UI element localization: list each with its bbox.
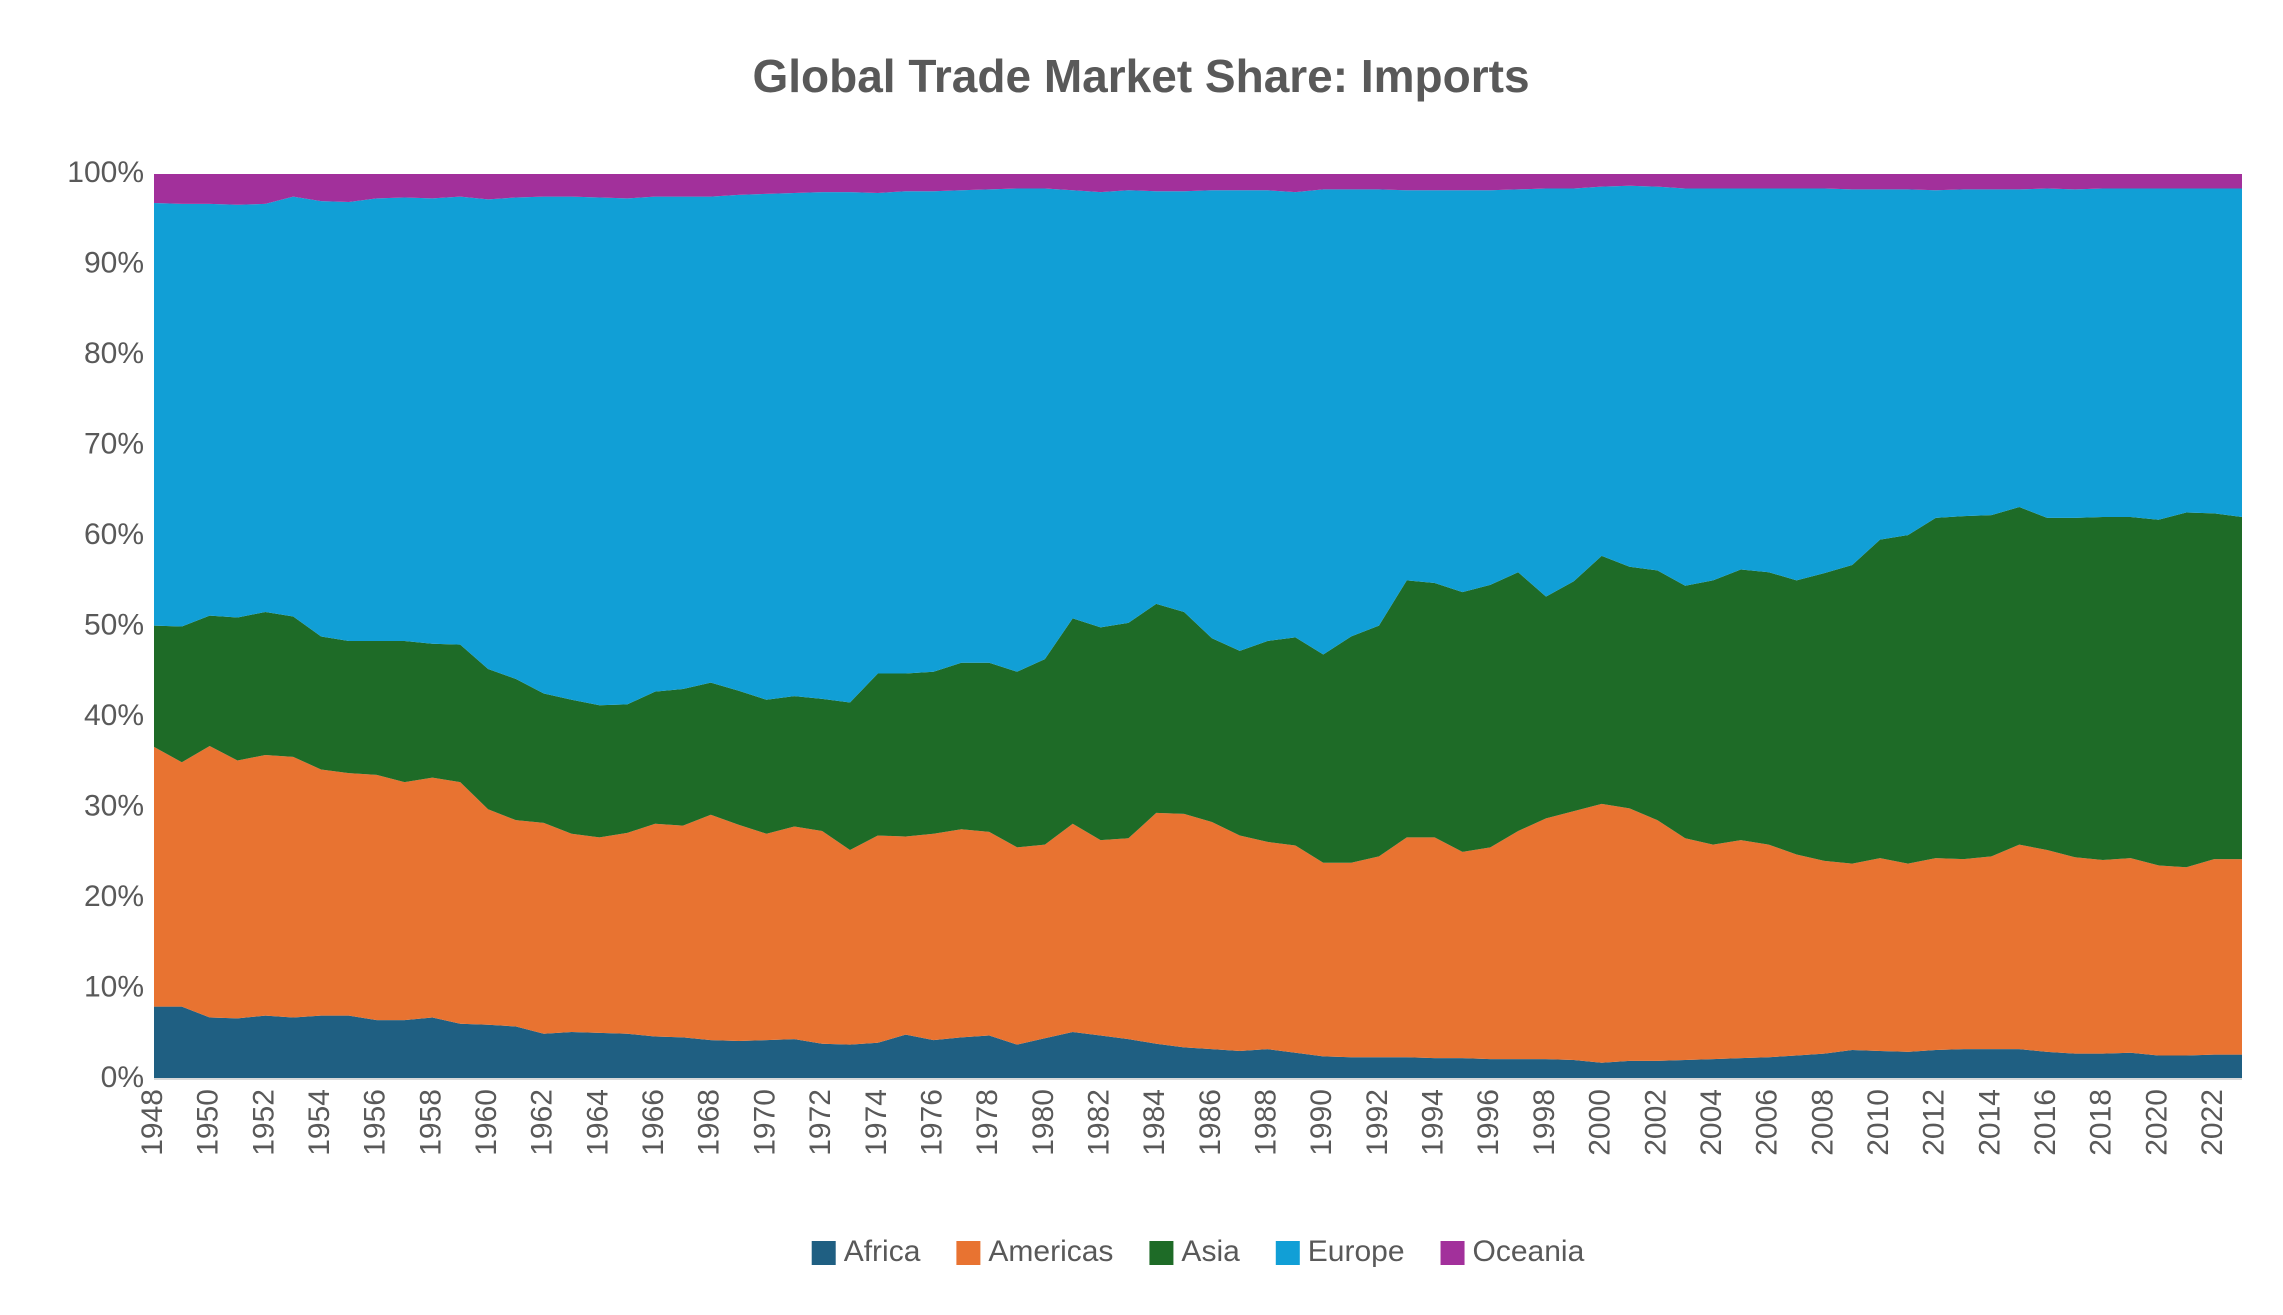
x-tick-label: 1978 xyxy=(971,1089,1004,1156)
y-tick-label: 60% xyxy=(84,518,144,551)
x-tick-label: 2010 xyxy=(1862,1089,1895,1156)
x-tick-label: 2008 xyxy=(1806,1089,1839,1156)
x-tick-label: 2006 xyxy=(1751,1089,1784,1156)
x-tick-label: 1962 xyxy=(526,1089,559,1156)
y-tick-label: 100% xyxy=(67,156,144,189)
x-tick-label: 1990 xyxy=(1305,1089,1338,1156)
x-tick-label: 2000 xyxy=(1584,1089,1617,1156)
legend-swatch xyxy=(1149,1241,1174,1265)
legend-swatch xyxy=(811,1241,836,1265)
x-tick-label: 1976 xyxy=(915,1089,948,1156)
x-tick-label: 1958 xyxy=(414,1089,447,1156)
x-tick-label: 2022 xyxy=(2196,1089,2229,1156)
legend-label: Oceania xyxy=(1473,1235,1585,1268)
x-tick-label: 1994 xyxy=(1417,1089,1450,1156)
x-tick-label: 1968 xyxy=(693,1089,726,1156)
x-tick-label: 2004 xyxy=(1695,1089,1728,1156)
legend-swatch xyxy=(1275,1241,1300,1265)
x-tick-label: 1964 xyxy=(581,1089,614,1156)
x-tick-label: 2012 xyxy=(1918,1089,1951,1156)
x-tick-label: 1972 xyxy=(804,1089,837,1156)
x-tick-label: 1984 xyxy=(1138,1089,1171,1156)
x-tick-label: 2020 xyxy=(2140,1089,2173,1156)
x-tick-label: 2002 xyxy=(1639,1089,1672,1156)
y-tick-label: 40% xyxy=(84,699,144,732)
x-tick-label: 2016 xyxy=(2029,1089,2062,1156)
area xyxy=(154,1006,2242,1079)
x-tick-label: 2018 xyxy=(2085,1089,2118,1156)
x-tick-label: 1950 xyxy=(192,1089,225,1156)
x-tick-label: 1960 xyxy=(470,1089,503,1156)
x-tick-label: 1974 xyxy=(860,1089,893,1156)
y-tick-label: 30% xyxy=(84,789,144,822)
y-tick-label: 0% xyxy=(101,1061,144,1094)
y-tick-label: 80% xyxy=(84,337,144,370)
legend-label: Africa xyxy=(844,1235,921,1268)
x-tick-label: 1980 xyxy=(1027,1089,1060,1156)
x-tick-label: 1952 xyxy=(247,1089,280,1156)
x-tick-label: 1982 xyxy=(1082,1089,1115,1156)
legend-label: Americas xyxy=(988,1235,1113,1268)
x-tick-label: 1998 xyxy=(1528,1089,1561,1156)
x-tick-label: 1956 xyxy=(359,1089,392,1156)
area xyxy=(154,745,2242,1063)
legend: Africa Americas Asia Europe Oceania xyxy=(811,1235,1585,1268)
y-tick-label: 50% xyxy=(84,608,144,641)
legend-label: Asia xyxy=(1181,1235,1240,1268)
area xyxy=(154,185,2242,706)
x-tick-label: 1954 xyxy=(303,1089,336,1156)
y-tick-label: 90% xyxy=(84,246,144,279)
area xyxy=(154,507,2242,868)
x-tick-label: 1988 xyxy=(1250,1089,1283,1156)
x-tick-label: 2014 xyxy=(1973,1089,2006,1156)
x-tick-label: 1970 xyxy=(748,1089,781,1156)
legend-swatch xyxy=(1440,1241,1465,1265)
x-tick-label: 1966 xyxy=(637,1089,670,1156)
chart-title: Global Trade Market Share: Imports xyxy=(752,50,1529,102)
area xyxy=(154,174,2242,205)
x-tick-label: 1992 xyxy=(1361,1089,1394,1156)
x-tick-label: 1996 xyxy=(1472,1089,1505,1156)
x-tick-label: 1986 xyxy=(1194,1089,1227,1156)
y-tick-label: 20% xyxy=(84,880,144,913)
legend-swatch xyxy=(956,1241,981,1265)
legend-label: Europe xyxy=(1308,1235,1405,1268)
y-tick-label: 70% xyxy=(84,427,144,460)
x-tick-label: 1948 xyxy=(136,1089,169,1156)
y-tick-label: 10% xyxy=(84,970,144,1003)
